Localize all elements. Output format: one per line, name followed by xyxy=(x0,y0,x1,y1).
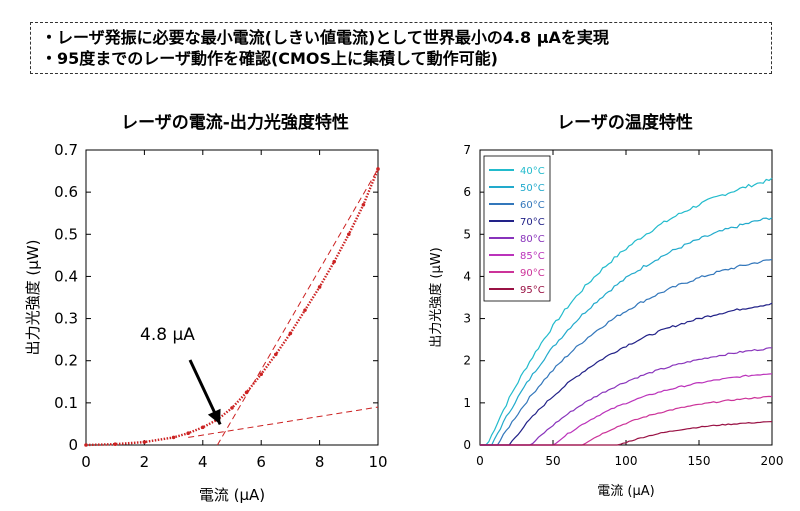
left-data-point xyxy=(317,285,322,289)
left-y-tick-label: 0.2 xyxy=(54,352,78,370)
right-series-line xyxy=(480,258,773,446)
right-legend-label: 50°C xyxy=(520,183,545,194)
right-y-axis-label: 出力光強度 (μW) xyxy=(428,247,444,347)
right-legend-label: 80°C xyxy=(520,234,545,245)
left-x-tick-label: 0 xyxy=(81,453,91,471)
left-data-point xyxy=(171,435,176,440)
right-y-tick-label: 1 xyxy=(463,396,471,410)
left-data-point xyxy=(303,308,307,312)
right-y-tick-label: 2 xyxy=(463,354,471,368)
right-legend-box xyxy=(483,155,551,302)
left-data-point xyxy=(113,442,117,446)
left-x-tick-label: 4 xyxy=(198,453,208,471)
right-y-tick-label: 3 xyxy=(463,312,471,326)
right-x-tick-label: 150 xyxy=(688,454,711,468)
right-y-tick-label: 6 xyxy=(463,185,471,199)
left-y-tick-label: 0 xyxy=(68,436,78,454)
right-series-line xyxy=(480,217,773,446)
right-x-axis-label: 電流 (μA) xyxy=(597,484,654,499)
summary-line-threshold: ・レーザ発振に必要な最小電流(しきい値電流)として世界最小の4.8 μAを実現 xyxy=(41,28,609,47)
left-plot-frame xyxy=(85,149,379,446)
left-x-tick-label: 10 xyxy=(368,453,387,471)
left-x-tick-label: 2 xyxy=(140,453,150,471)
left-data-point xyxy=(230,406,234,410)
right-series-line xyxy=(480,421,773,446)
summary-box: ・レーザ発振に必要な最小電流(しきい値電流)として世界最小の4.8 μAを実現 … xyxy=(30,22,772,74)
left-data-point xyxy=(347,232,351,237)
left-data-point xyxy=(288,331,293,336)
summary-line-temperature: ・95度までのレーザ動作を確認(CMOS上に集積して動作可能) xyxy=(41,49,498,68)
right-series-line xyxy=(480,373,773,446)
left-data-point xyxy=(244,390,249,395)
right-x-tick-label: 50 xyxy=(545,454,560,468)
left-y-axis-label: 出力光強度 (μW) xyxy=(24,240,42,356)
annotation-arrow-head xyxy=(207,408,221,425)
left-data-point xyxy=(376,167,380,171)
right-x-tick-label: 100 xyxy=(615,454,638,468)
left-y-tick-label: 0.7 xyxy=(54,141,78,159)
right-legend-label: 40°C xyxy=(520,166,545,177)
left-y-tick-label: 0.5 xyxy=(54,225,78,243)
right-legend-label: 95°C xyxy=(520,285,545,296)
right-y-tick-label: 7 xyxy=(463,143,471,157)
right-legend-label: 60°C xyxy=(520,200,545,211)
left-data-point xyxy=(274,352,278,357)
right-legend-label: 90°C xyxy=(520,268,545,279)
left-x-axis-label: 電流 (μA) xyxy=(199,486,265,504)
left-fit-line xyxy=(188,406,379,438)
left-measured-curve xyxy=(85,168,380,447)
right-series-line xyxy=(480,177,773,446)
right-x-tick-label: 200 xyxy=(761,454,784,468)
left-data-point xyxy=(186,431,190,436)
right-y-tick-label: 4 xyxy=(463,269,471,283)
left-y-tick-label: 0.6 xyxy=(54,183,78,201)
right-legend-label: 85°C xyxy=(520,251,545,262)
left-data-point xyxy=(332,259,337,264)
left-x-tick-label: 8 xyxy=(315,453,325,471)
right-legend-label: 70°C xyxy=(520,217,545,228)
right-x-tick-label: 0 xyxy=(476,454,484,468)
left-data-point xyxy=(361,202,366,207)
right-y-tick-label: 5 xyxy=(463,227,471,241)
left-chart-title: レーザの電流-出力光強度特性 xyxy=(121,113,349,133)
right-y-tick-label: 0 xyxy=(463,438,471,452)
left-x-tick-label: 6 xyxy=(256,453,266,471)
left-data-point xyxy=(84,443,88,447)
left-y-tick-label: 0.3 xyxy=(54,310,78,328)
left-y-tick-label: 0.1 xyxy=(54,394,78,412)
left-data-point xyxy=(201,425,205,430)
right-series-line xyxy=(480,302,773,446)
left-data-point xyxy=(259,372,264,377)
right-chart-title: レーザの温度特性 xyxy=(557,113,693,133)
left-y-tick-label: 0.4 xyxy=(54,267,78,285)
annotation-threshold-label: 4.8 μA xyxy=(140,325,195,345)
left-fit-line xyxy=(216,168,379,446)
right-series-line xyxy=(480,347,772,446)
left-data-point xyxy=(142,440,147,444)
